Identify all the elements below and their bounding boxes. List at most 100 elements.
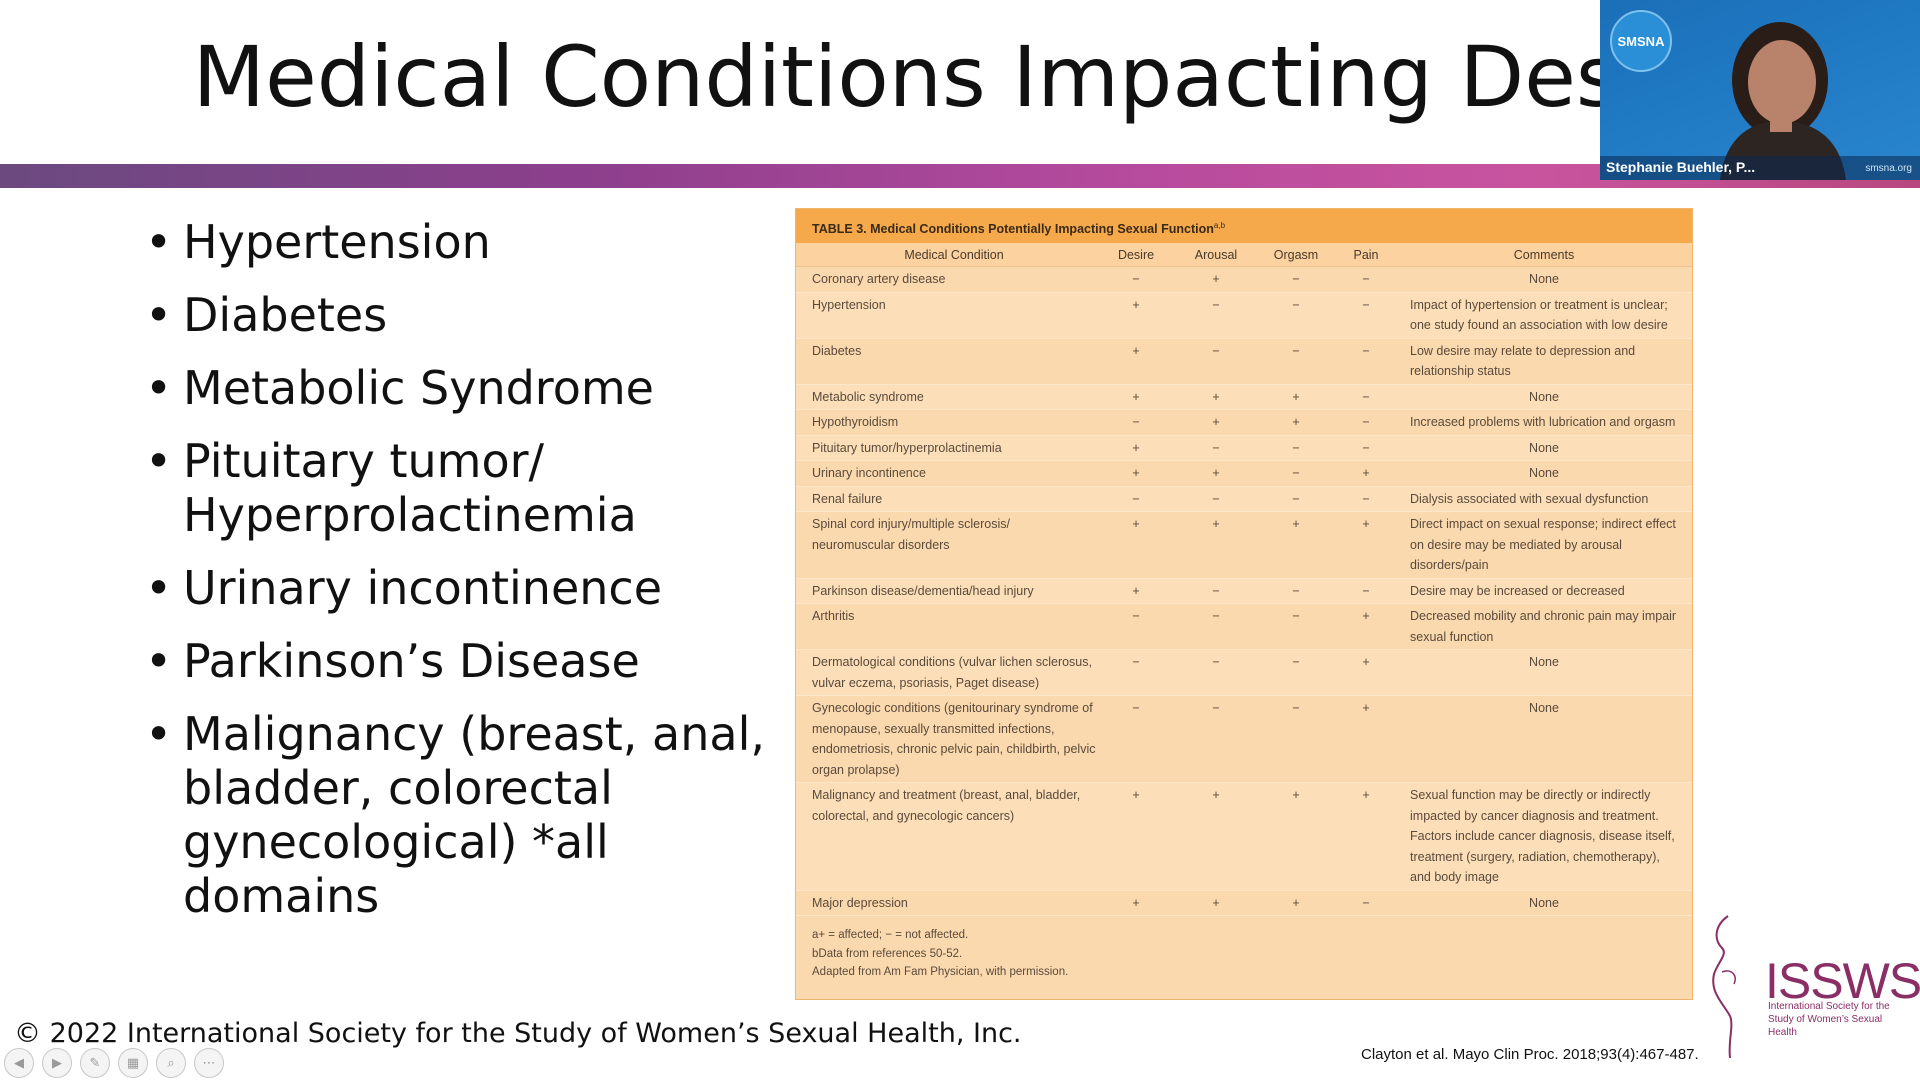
more-icon[interactable]: ⋯	[194, 1048, 224, 1078]
play-icon[interactable]: ▶	[42, 1048, 72, 1078]
comment-cell: None	[1529, 440, 1559, 455]
table-row: Coronary artery disease − + − − None	[796, 267, 1692, 293]
orgasm-cell: −	[1292, 343, 1300, 358]
conditions-table: TABLE 3. Medical Conditions Potentially …	[795, 208, 1693, 1000]
comment-cell: None	[1529, 272, 1559, 286]
comment-cell: None	[1529, 389, 1559, 404]
arousal-cell: +	[1212, 517, 1220, 531]
pen-icon[interactable]: ✎	[80, 1048, 110, 1078]
bullet-dot-icon: •	[145, 561, 173, 615]
table-body: Coronary artery disease − + − − None Hypertens…	[796, 267, 1692, 916]
condition-cell: Pituitary tumor/hyperprolactinemia	[812, 440, 1002, 455]
column-header: Pain	[1353, 248, 1379, 262]
bullet-dot-icon: •	[145, 361, 173, 415]
comment-cell: Low desire may relate to depression and …	[1410, 343, 1636, 379]
comment-cell: None	[1529, 466, 1559, 480]
bullet-item: • Urinary incontinence	[145, 561, 663, 615]
slides-icon[interactable]: ▦	[118, 1048, 148, 1078]
desire-cell: −	[1132, 491, 1140, 506]
desire-cell: +	[1132, 583, 1140, 598]
arousal-cell: −	[1212, 583, 1220, 598]
orgasm-cell: +	[1292, 389, 1300, 404]
orgasm-cell: +	[1292, 895, 1300, 910]
footnote: bData from references 50-52.	[812, 947, 963, 960]
orgasm-cell: −	[1292, 655, 1300, 669]
orgasm-cell: −	[1292, 466, 1300, 480]
arousal-cell: +	[1212, 415, 1220, 429]
condition-cell: Diabetes	[812, 343, 862, 358]
pain-cell: −	[1362, 491, 1370, 506]
copyright-notice: © 2022 International Society for the Stu…	[14, 1018, 1022, 1049]
table-caption: TABLE 3. Medical Conditions Potentially …	[796, 209, 1692, 243]
desire-cell: −	[1132, 415, 1140, 429]
table-row: Dermatological conditions (vulvar lichen…	[796, 650, 1692, 696]
pain-cell: +	[1362, 701, 1370, 715]
arousal-cell: −	[1212, 609, 1220, 623]
bullet-dot-icon: •	[145, 288, 173, 342]
orgasm-cell: −	[1292, 609, 1300, 623]
comment-cell: Direct impact on sexual response; indire…	[1410, 517, 1676, 572]
desire-cell: +	[1132, 788, 1140, 802]
desire-cell: +	[1132, 440, 1140, 455]
table-row: Malignancy and treatment (breast, anal, …	[796, 783, 1692, 891]
slideshow-controls: ◀ ▶ ✎ ▦ ⌕ ⋯	[4, 1048, 224, 1078]
pain-cell: −	[1362, 389, 1370, 404]
table-row: Renal failure − − − − Dialysis associated wit…	[796, 486, 1692, 512]
pain-cell: −	[1362, 297, 1370, 312]
orgasm-cell: −	[1292, 701, 1300, 715]
pain-cell: +	[1362, 655, 1370, 669]
table-row: Diabetes + − − − Low desire may relate to dep…	[796, 338, 1692, 385]
prev-icon[interactable]: ◀	[4, 1048, 34, 1078]
participant-name-label: Stephanie Buehler, P...	[1600, 156, 1920, 180]
condition-cell: Urinary incontinence	[812, 466, 926, 480]
arousal-cell: −	[1212, 701, 1220, 715]
condition-cell: Coronary artery disease	[812, 272, 946, 286]
comment-cell: Impact of hypertension or treatment is u…	[1410, 297, 1668, 333]
bullet-dot-icon: •	[145, 707, 173, 761]
pain-cell: −	[1362, 343, 1370, 358]
condition-cell: Parkinson disease/dementia/head injury	[812, 583, 1034, 598]
arousal-cell: +	[1212, 272, 1220, 286]
condition-cell: Dermatological conditions (vulvar lichen…	[812, 655, 1092, 690]
logo-text: ISSWSH	[1765, 953, 1920, 1009]
speaker-avatar-icon	[1720, 22, 1846, 180]
comment-cell: Sexual function may be directly or indir…	[1410, 788, 1675, 884]
desire-cell: +	[1132, 297, 1140, 312]
condition-cell: Hypertension	[812, 297, 886, 312]
speaker-video-tile[interactable]: SMSNA Stephanie Buehler, P... smsna.org	[1600, 0, 1920, 180]
column-header: Medical Condition	[904, 248, 1004, 262]
table-footnotes: a+ = affected; − = not affected. bData f…	[796, 916, 1692, 982]
arousal-cell: +	[1212, 389, 1220, 404]
column-header: Comments	[1513, 248, 1575, 262]
site-watermark: smsna.org	[1865, 163, 1912, 174]
arousal-cell: −	[1212, 440, 1220, 455]
comment-cell: Increased problems with lubrication and …	[1410, 415, 1676, 429]
desire-cell: +	[1132, 389, 1140, 404]
orgasm-cell: −	[1292, 297, 1300, 312]
pain-cell: +	[1362, 609, 1370, 623]
arousal-cell: +	[1212, 788, 1220, 802]
pain-cell: −	[1362, 440, 1370, 455]
comment-cell: None	[1529, 655, 1559, 669]
orgasm-cell: −	[1292, 491, 1300, 506]
orgasm-cell: +	[1292, 517, 1300, 531]
pain-cell: +	[1362, 466, 1370, 480]
pain-cell: −	[1362, 272, 1370, 286]
table-row: Hypothyroidism − + + − Increased problems wit…	[796, 410, 1692, 436]
column-header: Desire	[1117, 248, 1155, 262]
bullet-item: • Malignancy (breast, anal, bladder, colo…	[145, 707, 765, 923]
orgasm-cell: −	[1292, 583, 1300, 598]
desire-cell: −	[1132, 655, 1140, 669]
orgasm-cell: −	[1292, 440, 1300, 455]
table-row: Spinal cord injury/multiple sclerosis/ n…	[796, 512, 1692, 579]
footnote: a+ = affected; − = not affected.	[812, 929, 969, 941]
zoom-icon[interactable]: ⌕	[156, 1048, 186, 1078]
isswsh-logo-figure-icon	[1712, 915, 1736, 1059]
comment-cell: Decreased mobility and chronic pain may …	[1410, 609, 1677, 644]
condition-cell: Malignancy and treatment (breast, anal, …	[812, 788, 1081, 823]
condition-cell: Renal failure	[812, 491, 883, 506]
table-row: Major depression + + + − None	[796, 890, 1692, 916]
orgasm-cell: +	[1292, 788, 1300, 802]
table-row: Gynecologic conditions (genitourinary sy…	[796, 696, 1692, 783]
bullet-item: • Hypertension	[145, 215, 491, 269]
